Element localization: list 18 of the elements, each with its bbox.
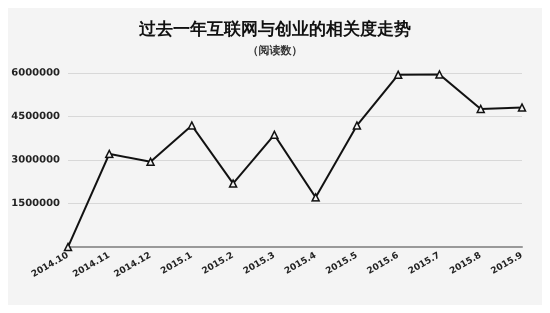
point (476, 104, 485, 114)
point (64, 242, 72, 252)
chart-subtitle: （阅读数） (248, 44, 302, 57)
point (270, 130, 279, 140)
y-tick-label: 3000000 (11, 154, 60, 166)
point (518, 103, 526, 112)
point (311, 193, 320, 202)
y-tick-label: 6000000 (11, 68, 60, 78)
point (228, 179, 238, 188)
point (394, 70, 402, 79)
y-tick-label: 1500000 (11, 198, 60, 209)
point (188, 121, 196, 130)
point (352, 121, 362, 130)
y-tick-label: 4500000 (11, 111, 60, 122)
chart-title: 过去一年互联网与创业的相关度走势 (138, 20, 411, 40)
point (105, 150, 114, 158)
point (146, 157, 155, 166)
point (435, 70, 444, 79)
